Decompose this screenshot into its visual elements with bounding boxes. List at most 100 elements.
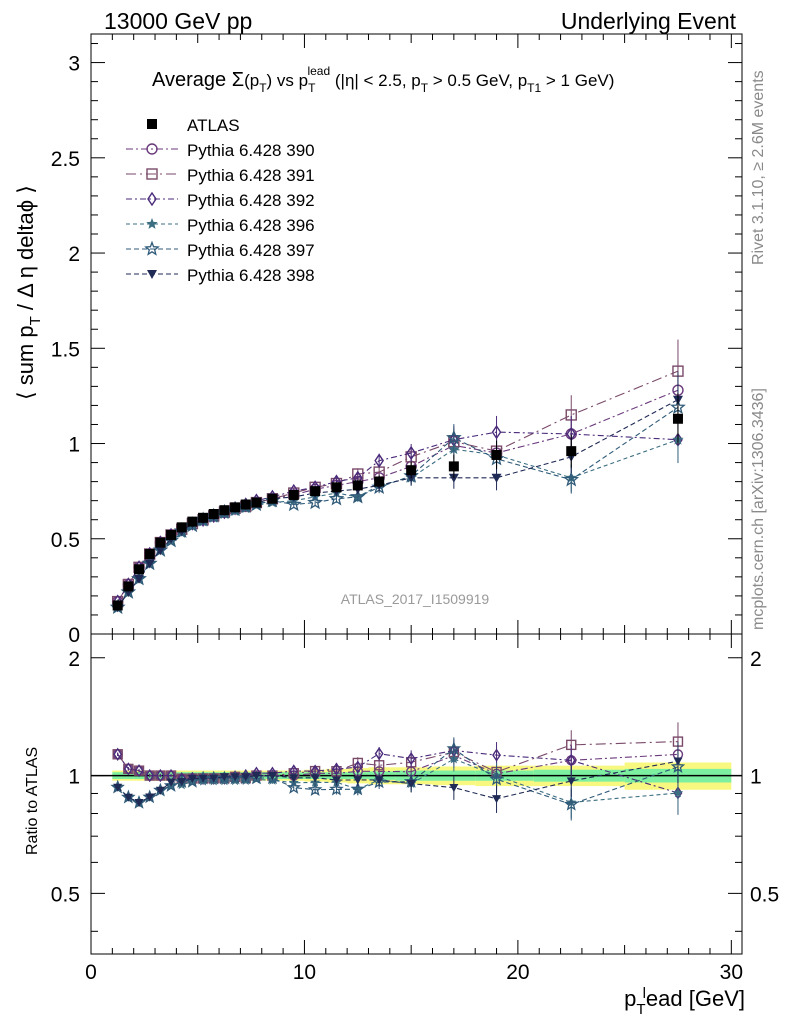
marker-triangle-down bbox=[267, 771, 277, 781]
marker-square bbox=[566, 446, 577, 457]
title-cuts: (|η| < 2.5, p bbox=[330, 71, 421, 90]
y-tick-label-ratio-right: 2 bbox=[750, 648, 762, 671]
marker-diamond-open bbox=[491, 424, 502, 440]
title-pt-close: ) bbox=[267, 71, 273, 90]
y-axis-label-ratio: Ratio to ATLAS bbox=[24, 747, 41, 855]
main-series-group bbox=[109, 339, 686, 615]
marker-square bbox=[352, 480, 363, 491]
series-line-main bbox=[117, 399, 679, 608]
marker-triangle-down bbox=[673, 757, 683, 766]
marker-square bbox=[166, 529, 177, 540]
axis-ticks: 0 10 20 30 0 0.5 1 1.5 2 2.5 3 0.5 0.5 1 1 2 2 bbox=[51, 34, 779, 984]
ratio-series-group bbox=[110, 722, 686, 821]
y-axis-label-main: ⟨ sum pT / Δ η deltaϕ ⟩ bbox=[13, 185, 44, 400]
marker-square bbox=[672, 413, 683, 424]
rivet-label: Rivet 3.1.10, ≥ 2.6M events bbox=[750, 70, 767, 265]
marker-triangle-down bbox=[492, 795, 502, 804]
y-tick-label-ratio-right: 1 bbox=[750, 766, 762, 789]
title-lead-sub: T bbox=[308, 81, 316, 95]
title-sigma: Σ bbox=[232, 69, 244, 91]
marker-triangle-down bbox=[230, 773, 240, 782]
marker-square bbox=[112, 600, 123, 611]
y-tick-label-main: 0 bbox=[68, 624, 80, 647]
marker-square bbox=[198, 512, 209, 523]
y-tick-label-main: 1 bbox=[68, 434, 80, 457]
marker-star-open bbox=[446, 429, 462, 445]
marker-square bbox=[251, 497, 262, 508]
marker-diamond-open bbox=[113, 747, 123, 761]
marker-diamond-open bbox=[353, 760, 363, 774]
marker-square bbox=[155, 537, 166, 548]
marker-square bbox=[144, 549, 155, 559]
marker-triangle-down bbox=[491, 473, 502, 483]
marker-star-open bbox=[144, 240, 160, 256]
mcplots-label: mcplots.cern.ch [arXiv:1306.3436] bbox=[750, 388, 767, 630]
marker-triangle-down bbox=[251, 771, 261, 781]
title-lead-sup: lead bbox=[307, 64, 330, 78]
header-left: 13000 GeV pp bbox=[104, 8, 252, 34]
y-label-main-rest: / Δ η deltaϕ ⟩ bbox=[13, 185, 38, 316]
marker-triangle-down bbox=[566, 777, 576, 786]
marker-star bbox=[146, 218, 158, 229]
analysis-watermark: ATLAS_2017_I1509919 bbox=[341, 591, 490, 607]
marker-diamond-open bbox=[566, 753, 576, 767]
marker-triangle-down bbox=[134, 574, 145, 584]
ratio-plot-frame bbox=[90, 633, 743, 955]
x-axis-label: pTlead [GeV] bbox=[624, 985, 745, 1018]
marker-triangle-down bbox=[155, 546, 166, 556]
y-tick-label-main: 2 bbox=[68, 243, 80, 266]
marker-triangle-down bbox=[448, 473, 459, 483]
marker-square bbox=[288, 489, 299, 500]
marker-square bbox=[219, 505, 230, 516]
marker-square-open bbox=[373, 760, 385, 771]
marker-triangle-down bbox=[144, 559, 155, 569]
marker-star-open bbox=[446, 741, 462, 755]
title-cuts3: > 1 GeV) bbox=[541, 71, 614, 90]
y-tick-label-ratio: 1 bbox=[68, 766, 80, 789]
title-pt-sub: T bbox=[259, 81, 267, 95]
marker-square bbox=[267, 493, 278, 504]
y-tick-label-main: 1.5 bbox=[51, 338, 80, 361]
x-label-p: p bbox=[624, 986, 636, 1011]
marker-square bbox=[187, 516, 198, 527]
marker-star-open bbox=[286, 780, 301, 794]
title-cut-sub2: T1 bbox=[527, 81, 541, 95]
legend: ATLAS Pythia 6.428 390 Pythia 6.428 391 Pyt… bbox=[126, 116, 315, 285]
legend-label: Pythia 6.428 390 bbox=[187, 141, 315, 160]
legend-label: Pythia 6.428 391 bbox=[187, 166, 315, 185]
marker-triangle-down bbox=[187, 774, 197, 783]
title-pt-arg: (p bbox=[244, 71, 259, 90]
marker-diamond-open bbox=[374, 453, 384, 468]
marker-triangle-down bbox=[166, 778, 176, 787]
marker-triangle-down bbox=[134, 799, 144, 808]
legend-label: Pythia 6.428 398 bbox=[187, 266, 315, 285]
marker-circle-open bbox=[146, 143, 158, 155]
marker-star-open bbox=[285, 496, 302, 512]
marker-square bbox=[491, 449, 502, 460]
x-tick-label: 20 bbox=[506, 961, 529, 984]
title-cuts2: > 0.5 GeV, p bbox=[428, 71, 527, 90]
marker-square bbox=[448, 461, 459, 472]
x-tick-label: 30 bbox=[720, 961, 743, 984]
y-tick-label-main: 0.5 bbox=[51, 529, 80, 552]
legend-label: ATLAS bbox=[187, 116, 240, 135]
marker-diamond-open bbox=[147, 191, 157, 207]
marker-square bbox=[208, 509, 219, 519]
marker-star-open bbox=[163, 777, 179, 792]
marker-square bbox=[176, 522, 187, 533]
plot-title: Average Σ(pT) vs pTlead (|η| < 2.5, pT >… bbox=[152, 64, 614, 95]
legend-label: Pythia 6.428 396 bbox=[187, 216, 315, 235]
marker-diamond-open bbox=[134, 763, 144, 778]
marker-star-open bbox=[564, 796, 579, 811]
marker-triangle-down bbox=[155, 786, 165, 795]
y-label-main-sub: T bbox=[27, 316, 44, 325]
title-vs: vs p bbox=[272, 71, 308, 90]
marker-triangle-down bbox=[177, 778, 187, 787]
marker-square bbox=[406, 465, 417, 476]
marker-square bbox=[374, 476, 385, 487]
marker-square bbox=[240, 499, 251, 510]
marker-triangle-down bbox=[198, 774, 208, 783]
marker-star-open bbox=[349, 488, 366, 504]
marker-triangle-down bbox=[353, 776, 363, 785]
